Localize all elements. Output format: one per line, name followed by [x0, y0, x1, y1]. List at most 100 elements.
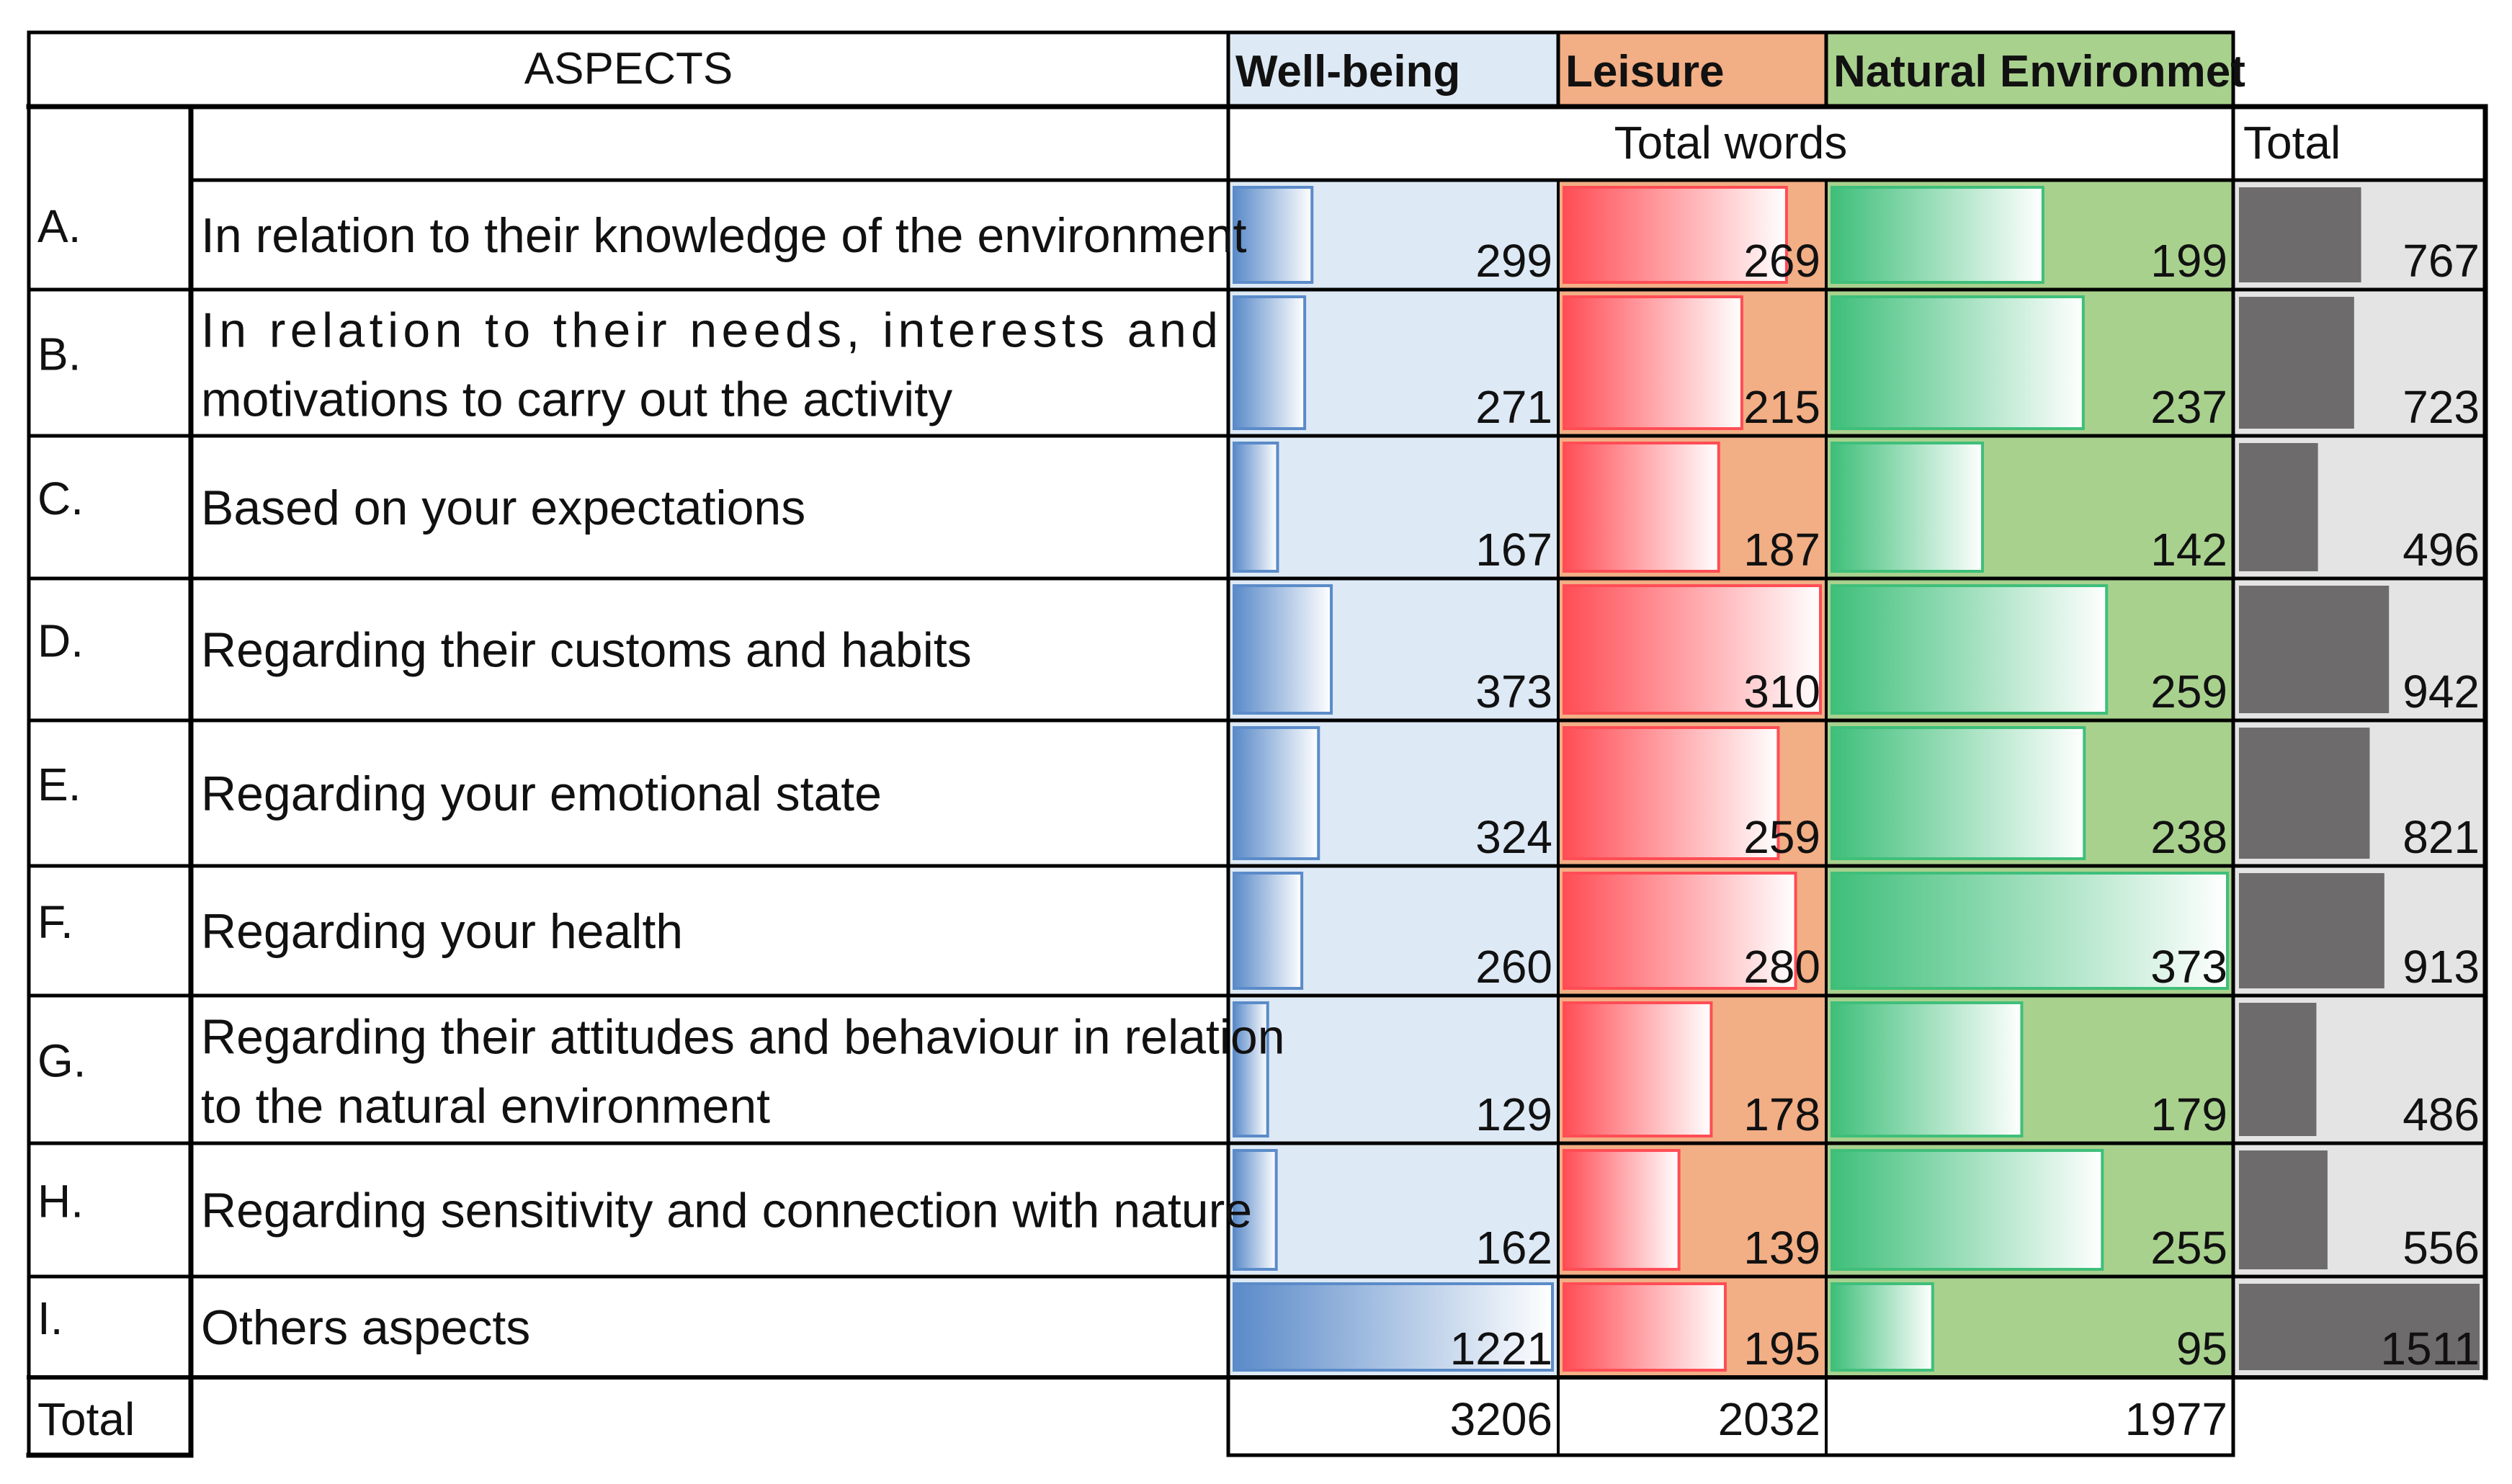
series-header-nature: Natural Environmet — [1833, 47, 2245, 97]
row-description-8: Regarding sensitivity and connection wit… — [201, 1184, 1252, 1238]
series-header-wellbeing: Well-being — [1235, 47, 1460, 97]
value-leisure-row-6: 280 — [1743, 941, 1820, 993]
value-nature-row-1: 199 — [2150, 235, 2227, 287]
value-nature-row-9: 95 — [2176, 1323, 2227, 1375]
value-nature-row-8: 255 — [2150, 1222, 2227, 1274]
bar-total-row-6 — [2239, 873, 2384, 988]
row-letter-4: D. — [37, 615, 84, 667]
bar-nature-row-8 — [1831, 1149, 2104, 1271]
row-description-2-line-1: In relation to their needs, interests an… — [201, 303, 1218, 358]
value-leisure-row-8: 139 — [1743, 1222, 1820, 1274]
value-total-row-1: 767 — [2403, 235, 2480, 287]
aspects-header: ASPECTS — [524, 44, 733, 94]
value-wellbeing-row-2: 271 — [1475, 381, 1552, 433]
value-total-row-5: 821 — [2403, 811, 2480, 863]
bar-nature-row-5 — [1831, 726, 2086, 860]
bar-total-row-3 — [2239, 443, 2318, 571]
bar-wellbeing-row-9 — [1233, 1282, 1554, 1372]
bar-leisure-row-3 — [1563, 442, 1720, 573]
bar-leisure-row-1 — [1563, 186, 1788, 284]
value-leisure-row-9: 195 — [1743, 1323, 1820, 1375]
bar-total-row-8 — [2239, 1150, 2328, 1269]
bar-total-row-7 — [2239, 1003, 2317, 1136]
row-description-3: Based on your expectations — [201, 480, 805, 535]
row-letter-3: C. — [37, 473, 84, 524]
bar-nature-row-9 — [1831, 1282, 1934, 1372]
total-words-header: Total words — [1614, 117, 1848, 169]
row-description-5: Regarding your emotional state — [201, 766, 882, 821]
value-total-row-4: 942 — [2403, 666, 2480, 718]
value-nature-row-3: 142 — [2150, 524, 2227, 576]
value-wellbeing-row-3: 167 — [1475, 524, 1552, 576]
value-wellbeing-row-5: 324 — [1475, 811, 1552, 863]
row-letter-6: F. — [37, 896, 73, 948]
value-nature-row-4: 259 — [2150, 666, 2227, 718]
row-description-1: In relation to their knowledge of the en… — [201, 208, 1247, 263]
bar-leisure-row-8 — [1563, 1149, 1681, 1271]
header-cell-leisure — [1558, 32, 1826, 107]
bar-wellbeing-row-3 — [1233, 442, 1279, 573]
value-leisure-row-4: 310 — [1743, 666, 1820, 718]
row-description-6: Regarding your health — [201, 904, 683, 959]
footer-total-wellbeing: 3206 — [1450, 1393, 1552, 1445]
bar-wellbeing-row-2 — [1233, 295, 1307, 430]
bar-leisure-row-5 — [1563, 726, 1780, 860]
bar-leisure-row-9 — [1563, 1282, 1727, 1372]
row-letter-7: G. — [37, 1035, 86, 1087]
bar-wellbeing-row-8 — [1233, 1149, 1278, 1271]
row-letter-1: A. — [37, 200, 81, 252]
bar-nature-row-2 — [1831, 295, 2085, 430]
value-nature-row-2: 237 — [2150, 381, 2227, 433]
value-total-row-2: 723 — [2403, 381, 2480, 433]
value-nature-row-5: 238 — [2150, 811, 2227, 863]
bar-leisure-row-7 — [1563, 1001, 1713, 1137]
row-description-9: Others aspects — [201, 1300, 530, 1355]
bar-total-row-9 — [2239, 1284, 2480, 1370]
header-cell-wellbeing — [1228, 32, 1558, 107]
value-total-row-8: 556 — [2403, 1222, 2480, 1274]
value-wellbeing-row-8: 162 — [1475, 1222, 1552, 1274]
row-description-2-line-2: motivations to carry out the activity — [201, 372, 952, 427]
bar-leisure-row-2 — [1563, 295, 1743, 430]
row-letter-2: B. — [37, 328, 81, 380]
value-nature-row-6: 373 — [2150, 941, 2227, 993]
value-nature-row-7: 179 — [2150, 1089, 2227, 1140]
bar-total-row-1 — [2239, 187, 2361, 282]
bar-wellbeing-row-6 — [1233, 872, 1304, 990]
bar-leisure-row-4 — [1563, 584, 1822, 715]
row-letter-9: I. — [37, 1292, 63, 1344]
footer-total-nature: 1977 — [2125, 1393, 2227, 1445]
bar-wellbeing-row-1 — [1233, 186, 1314, 284]
value-total-row-6: 913 — [2403, 941, 2480, 993]
value-wellbeing-row-9: 1221 — [1450, 1323, 1552, 1375]
total-header: Total — [2243, 117, 2341, 169]
row-letter-8: H. — [37, 1176, 84, 1228]
bar-wellbeing-row-7 — [1233, 1001, 1269, 1137]
bar-leisure-row-6 — [1563, 872, 1797, 990]
value-leisure-row-2: 215 — [1743, 381, 1820, 433]
row-description-4: Regarding their customs and habits — [201, 623, 972, 678]
bar-wellbeing-row-5 — [1233, 726, 1320, 860]
bar-total-row-4 — [2239, 586, 2390, 713]
bar-nature-row-1 — [1831, 186, 2044, 284]
bar-nature-row-6 — [1831, 872, 2229, 990]
value-leisure-row-5: 259 — [1743, 811, 1820, 863]
bar-nature-row-3 — [1831, 442, 1985, 573]
row-letter-5: E. — [37, 759, 81, 810]
value-wellbeing-row-1: 299 — [1475, 235, 1552, 287]
row-description-7-line-2: to the natural environment — [201, 1079, 770, 1134]
value-wellbeing-row-7: 129 — [1475, 1089, 1552, 1140]
bar-total-row-2 — [2239, 297, 2354, 429]
footer-total-label: Total — [37, 1393, 135, 1445]
value-leisure-row-3: 187 — [1743, 524, 1820, 576]
value-total-row-9: 1511 — [2380, 1323, 2480, 1375]
value-total-row-7: 486 — [2403, 1089, 2480, 1140]
value-wellbeing-row-4: 373 — [1475, 666, 1552, 718]
footer-total-leisure: 2032 — [1718, 1393, 1820, 1445]
value-total-row-3: 496 — [2403, 524, 2480, 576]
header-cell-nature — [1826, 32, 2233, 107]
bar-nature-row-7 — [1831, 1001, 2024, 1137]
bar-wellbeing-row-4 — [1233, 584, 1333, 715]
value-wellbeing-row-6: 260 — [1475, 941, 1552, 993]
